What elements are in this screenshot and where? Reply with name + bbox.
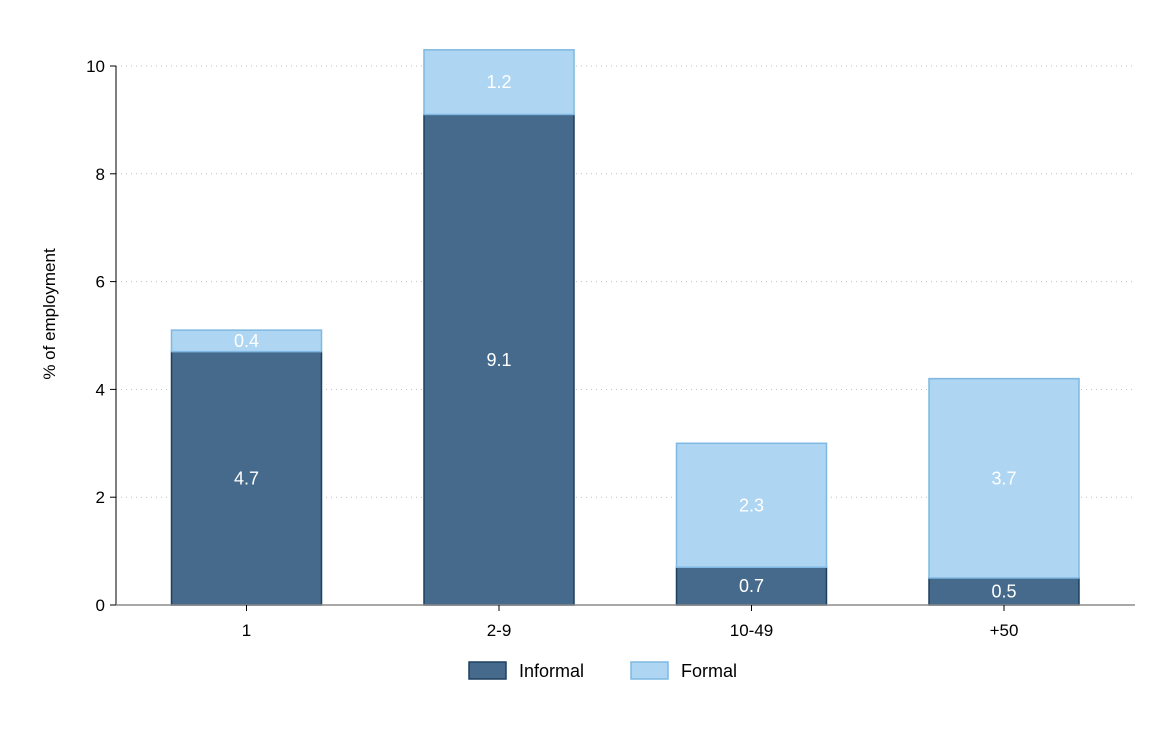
bar-formal-+50 xyxy=(928,377,1080,579)
data-label-informal-10-49: 0.7 xyxy=(739,576,764,596)
legend-label-formal: Formal xyxy=(681,661,737,681)
data-label-formal-1: 0.4 xyxy=(234,331,259,351)
bar-formal-1 xyxy=(170,329,323,353)
data-label-informal-2-9: 9.1 xyxy=(486,350,511,370)
bar-formal-2-9 xyxy=(423,49,575,116)
data-label-informal-+50: 0.5 xyxy=(991,582,1016,602)
y-tick-label-2: 2 xyxy=(96,488,105,507)
y-tick-label-8: 8 xyxy=(96,165,105,184)
data-label-formal-10-49: 2.3 xyxy=(739,495,764,515)
legend-label-informal: Informal xyxy=(519,661,584,681)
axes: 0 2 4 6 8 10 1 2-9 10-49 +50 xyxy=(86,57,1135,640)
legend-swatch-informal xyxy=(468,661,507,680)
x-tick-label-2-9: 2-9 xyxy=(487,621,512,640)
legend-swatch-formal xyxy=(630,661,669,680)
bars xyxy=(170,49,1080,606)
y-axis-title: % of employment xyxy=(40,248,59,380)
x-tick-label-+50: +50 xyxy=(990,621,1019,640)
y-tick-label-6: 6 xyxy=(96,273,105,292)
data-label-informal-1: 4.7 xyxy=(234,468,259,488)
legend: Informal Formal xyxy=(468,661,737,681)
bar-formal-10-49 xyxy=(675,442,828,569)
y-tick-label-0: 0 xyxy=(96,596,105,615)
data-label-formal-2-9: 1.2 xyxy=(486,72,511,92)
x-tick-label-10-49: 10-49 xyxy=(730,621,773,640)
x-tick-label-1: 1 xyxy=(242,621,251,640)
y-tick-label-4: 4 xyxy=(96,380,105,399)
y-tick-label-10: 10 xyxy=(86,57,105,76)
data-label-formal-+50: 3.7 xyxy=(991,468,1016,488)
bar-informal-1 xyxy=(170,350,323,606)
data-labels: 4.7 0.4 9.1 1.2 0.7 2.3 0.5 3.7 xyxy=(234,72,1017,601)
